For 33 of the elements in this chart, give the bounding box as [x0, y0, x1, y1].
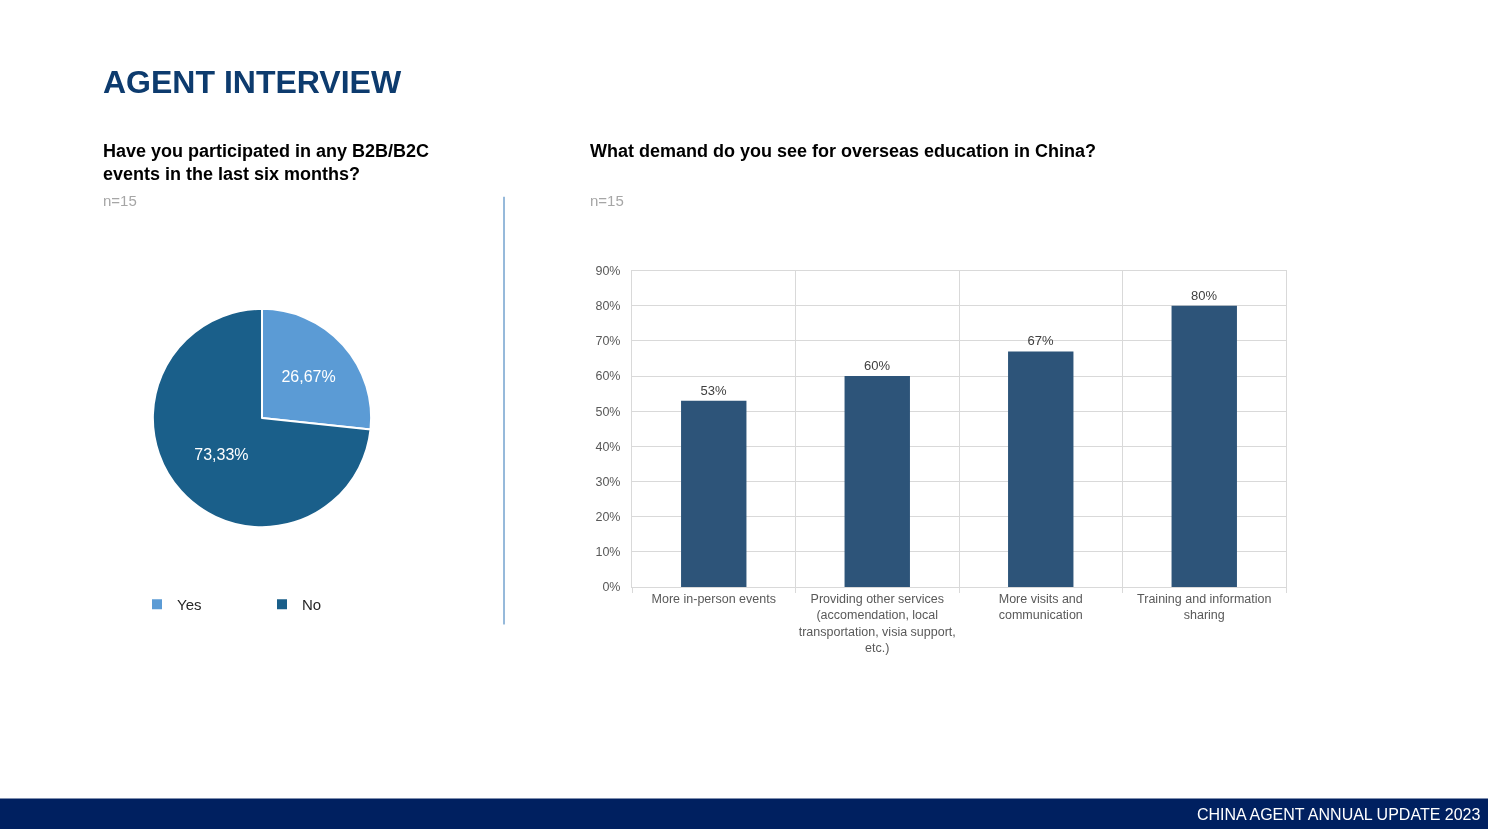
data-label: 26,67% — [281, 367, 336, 385]
y-tick-label: 60% — [595, 369, 621, 384]
data-label: 73,33% — [194, 446, 249, 464]
data-label: 80% — [1191, 287, 1218, 303]
x-tick-label: More in-person events — [651, 592, 776, 607]
text: CHINA AGENT ANNUAL UPDATE 2023 — [1197, 806, 1481, 823]
chart-subtitle: n=15 — [590, 192, 624, 209]
bar — [1171, 305, 1237, 588]
data-label: 53% — [700, 382, 727, 398]
x-tick-label: Providing other services (accomendation, local transportation, visia support, etc.) — [798, 592, 956, 655]
chart-title: What demand do you see for overseas education in China? — [590, 141, 1097, 161]
x-tick-label: Training and information sharing — [1137, 592, 1272, 623]
y-tick-label: 0% — [602, 580, 621, 595]
y-tick-label: 80% — [595, 299, 621, 314]
y-tick-label: 40% — [595, 439, 621, 454]
y-tick-label: 70% — [595, 334, 621, 349]
text: AGENT INTERVIEW — [103, 64, 402, 100]
legend-label: No — [302, 596, 322, 614]
x-tick-label: More visits and communication — [998, 592, 1083, 623]
bar — [844, 376, 910, 588]
y-tick-label: 10% — [595, 545, 621, 560]
y-tick-label: 30% — [595, 474, 621, 489]
chart-subtitle: n=15 — [103, 192, 137, 209]
y-tick-label: 90% — [595, 263, 621, 278]
bar — [681, 400, 747, 588]
data-label: 67% — [1027, 333, 1054, 349]
y-tick-label: 50% — [595, 404, 621, 419]
legend-label: Yes — [177, 596, 202, 614]
y-tick-label: 20% — [595, 510, 621, 525]
chart-title: Have you participated in any B2B/B2C events in the last six months? — [103, 141, 430, 185]
bar — [1008, 351, 1074, 588]
data-label: 60% — [864, 358, 891, 374]
pie-slice — [151, 307, 372, 528]
